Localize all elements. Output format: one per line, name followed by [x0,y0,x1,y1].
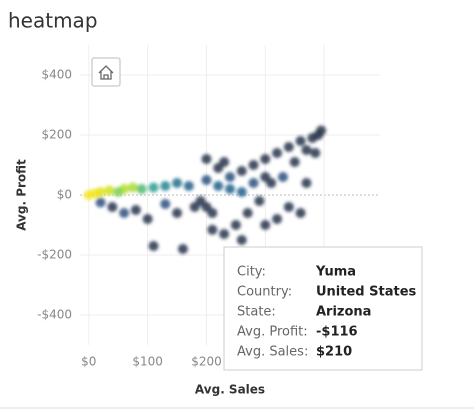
point [230,220,241,230]
chart-title: heatmap [8,9,98,33]
tooltip-key: Avg. Profit: [237,325,308,340]
point [95,187,106,197]
point [310,148,321,158]
point [207,224,218,235]
y-tick-label: $200 [41,128,72,142]
point [127,182,138,193]
point [201,175,212,185]
point [236,235,247,245]
point [160,199,171,209]
point [107,202,118,212]
point [236,166,247,176]
tooltip-value: -$116 [316,325,358,340]
point [142,214,153,224]
point [283,202,294,212]
point [136,184,147,194]
point [295,208,306,218]
point [254,196,265,206]
point [295,136,306,146]
tooltip-value: United States [316,285,417,300]
point [225,172,235,182]
tooltip-key: Avg. Sales: [237,345,308,360]
point [207,208,218,218]
y-tick-label: -$400 [37,308,72,322]
tooltip: City: Yuma Country: United States State: Ariz… [223,246,423,371]
x-tick-label: $0 [81,355,96,369]
x-tick-label: $100 [132,355,163,369]
point [219,157,230,167]
home-button-box[interactable] [91,57,121,87]
point [148,241,159,251]
point [301,145,312,155]
point [277,172,288,182]
point [248,178,259,188]
point [113,187,124,197]
x-axis-label: Avg. Sales [195,383,265,397]
tooltip-key: City: [237,265,266,280]
point [272,214,283,224]
y-axis-label: Avg. Profit [15,159,29,231]
tooltip-key: Country: [237,285,292,300]
point [177,244,188,254]
point [130,205,141,215]
point [236,187,247,197]
point [316,125,327,136]
point [219,229,230,239]
point [95,197,106,208]
point [119,208,130,218]
tooltip-key: State: [237,305,276,320]
point [242,208,253,218]
point [195,196,206,206]
point [272,148,283,158]
point [225,184,235,194]
point [260,220,271,230]
point [148,182,159,193]
tooltip-box [223,246,423,371]
y-tick-label: $0 [57,188,72,202]
y-tick-label: -$200 [37,248,72,262]
point [248,160,259,170]
tooltip-value: Arizona [316,305,371,320]
y-tick-label: $400 [41,68,72,82]
point [160,181,171,191]
tooltip-value: Yuma [315,265,356,280]
tooltip-value: $210 [316,345,352,360]
point [172,178,183,188]
point [104,185,115,196]
point [213,181,224,191]
x-tick-label: $200 [191,355,222,369]
point [260,172,271,182]
point [260,154,271,164]
point [201,154,212,164]
point [172,208,183,218]
home-button[interactable] [91,57,121,87]
home-icon [98,65,114,80]
point [289,157,300,167]
point [183,181,194,191]
point [283,142,294,152]
point [301,178,312,188]
